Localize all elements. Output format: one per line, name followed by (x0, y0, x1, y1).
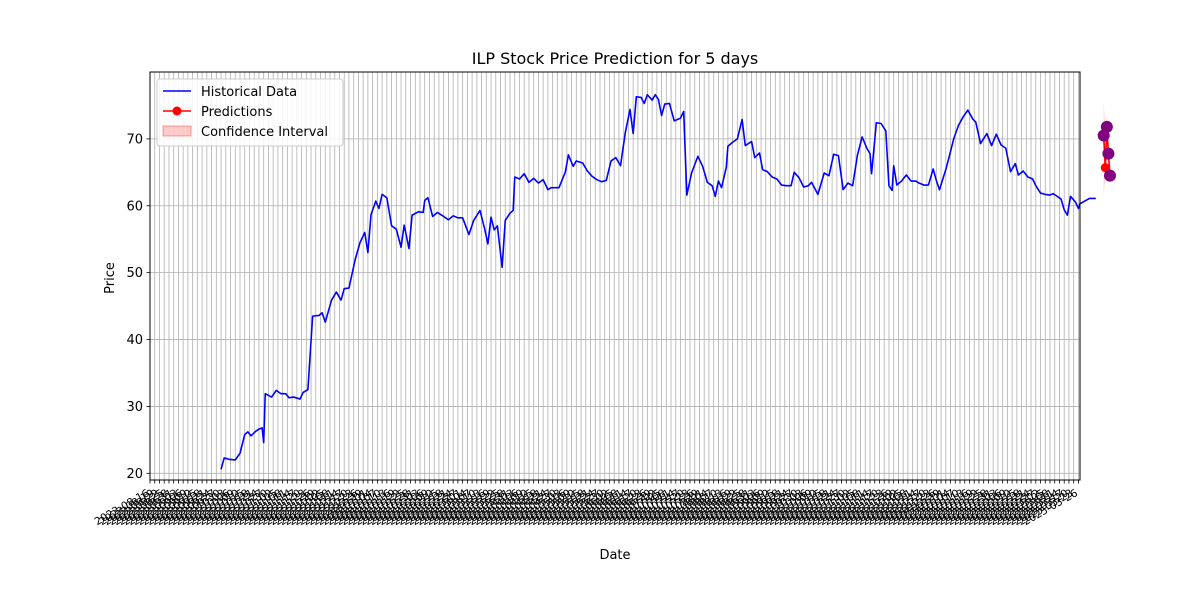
prediction-point (1102, 147, 1115, 160)
historical-data-line (220, 93, 1096, 470)
legend-predictions-swatch-marker (172, 106, 182, 116)
plot-area-frame (149, 71, 1081, 481)
legend-historical-label: Historical Data (201, 85, 297, 100)
y-tick-label: 30 (126, 400, 143, 415)
grid-layer (149, 72, 1080, 480)
legend-confidence-label: Confidence Interval (201, 125, 328, 140)
y-tick-label: 40 (126, 333, 143, 348)
legend-frame (156, 78, 344, 147)
x-axis-label: Date (599, 548, 630, 563)
y-tick-label: 60 (126, 199, 143, 214)
prediction-point (1104, 169, 1116, 182)
legend: Historical Data Predictions Confidence I… (156, 78, 344, 147)
y-tick-label: 20 (126, 467, 143, 482)
historical-series-layer (220, 93, 1096, 470)
y-axis-ticks: 20 30 40 50 60 70 (126, 132, 150, 482)
y-axis-label: Price (103, 262, 118, 294)
prediction-point (1100, 163, 1110, 173)
legend-predictions-label: Predictions (201, 105, 273, 120)
legend-confidence-swatch (162, 125, 192, 137)
prediction-point (1100, 120, 1113, 133)
chart-title: ILP Stock Price Prediction for 5 days (472, 49, 759, 68)
y-tick-label: 70 (126, 132, 143, 147)
prediction-series-layer (1097, 120, 1116, 182)
y-tick-label: 50 (126, 266, 143, 281)
